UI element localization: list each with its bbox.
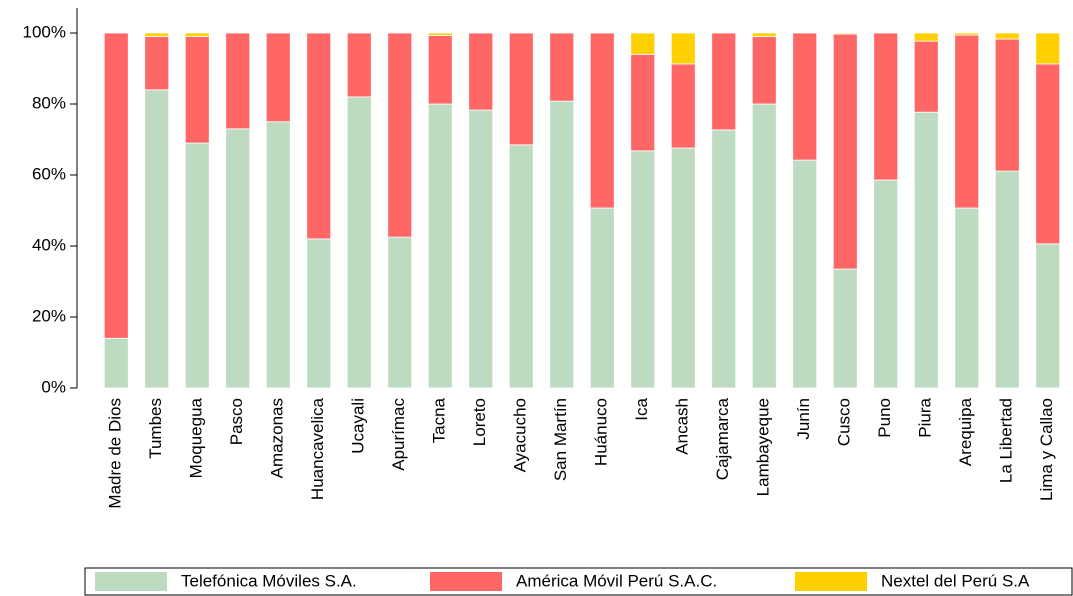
x-tick-label: Apurímac [389, 398, 408, 471]
x-tick-label: Lambayeque [754, 398, 773, 496]
bar-segment [670, 63, 696, 149]
x-tick-label: Ayacucho [511, 398, 530, 472]
bar-segment [225, 32, 251, 130]
bar-segment [265, 32, 291, 123]
bar-segment [144, 89, 170, 389]
x-tick-label: Puno [875, 398, 894, 438]
bar-segment [1035, 32, 1061, 65]
bar-segment [832, 268, 858, 389]
bar-segment [468, 32, 494, 111]
x-tick-label: Pasco [227, 398, 246, 445]
bar-segment [589, 207, 615, 389]
bar-segment [427, 35, 453, 105]
x-tick-label: Amazonas [268, 398, 287, 478]
x-tick-label: Cajamarca [713, 397, 732, 480]
x-tick-label: Tacna [430, 397, 449, 443]
x-tick-label: Lima y Callao [1037, 398, 1056, 501]
x-tick-label: Huánuco [592, 398, 611, 466]
y-tick-label: 60% [32, 164, 66, 183]
bar-segment [751, 103, 777, 389]
bar-segment [954, 32, 980, 36]
y-tick-label: 0% [41, 377, 66, 396]
bar-segment [913, 40, 939, 113]
bar-segment [549, 100, 575, 389]
bar-segment [630, 32, 656, 55]
bar-segment [306, 32, 332, 240]
bar-segment [913, 111, 939, 389]
bar-segment [1035, 243, 1061, 389]
bar-segment [427, 103, 453, 389]
bar-segment [670, 32, 696, 65]
bar-segment [792, 32, 818, 161]
x-tick-label: Arequipa [956, 397, 975, 466]
bar-segment [549, 32, 575, 102]
legend-swatch [430, 572, 502, 591]
bar-segment [225, 128, 251, 389]
x-tick-label: Moquegua [187, 397, 206, 478]
bar-segment [589, 32, 615, 209]
bar-segment [184, 36, 210, 144]
x-tick-label: Ucayali [349, 398, 368, 454]
x-tick-label: Madre de Dios [106, 398, 125, 509]
bar-segment [670, 147, 696, 389]
legend-swatch [795, 572, 867, 591]
bar-segment [103, 32, 129, 339]
bar-segment [751, 32, 777, 37]
legend-label: América Móvil Perú S.A.C. [516, 571, 717, 590]
bar-segment [994, 170, 1020, 389]
bar-segment [630, 150, 656, 389]
bar-segment [954, 207, 980, 389]
x-tick-label: Ica [632, 397, 651, 420]
bar-segment [832, 33, 858, 270]
bar-segment [994, 38, 1020, 172]
y-tick-label: 20% [32, 306, 66, 325]
x-tick-label: San Martín [551, 398, 570, 481]
bar-segment [508, 32, 534, 146]
y-tick-label: 40% [32, 235, 66, 254]
bar-segment [144, 32, 170, 37]
bar-segment [184, 142, 210, 389]
bar-segment [427, 32, 453, 36]
x-tick-label: Loreto [470, 398, 489, 446]
x-tick-label: La Libertad [997, 398, 1016, 483]
legend-label: Telefónica Móviles S.A. [181, 571, 357, 590]
legend-swatch [95, 572, 167, 591]
bar-segment [751, 36, 777, 105]
x-tick-label: Piura [916, 397, 935, 437]
bar-segment [711, 129, 737, 389]
bar-segment [508, 144, 534, 389]
bar-segment [184, 32, 210, 37]
bar-segment [306, 238, 332, 389]
x-tick-label: Cusco [835, 398, 854, 446]
bar-segment [144, 36, 170, 91]
bar-segment [468, 109, 494, 389]
x-tick-label: Huancavelica [308, 397, 327, 500]
bar-segment [387, 236, 413, 389]
bar-segment [873, 32, 899, 181]
bar-segment [913, 32, 939, 42]
legend-box [84, 567, 1073, 596]
x-tick-label: Ancash [673, 398, 692, 455]
bar-segment [711, 32, 737, 131]
bar-segment [994, 32, 1020, 40]
bar-segment [792, 159, 818, 389]
x-tick-label: Junín [794, 398, 813, 440]
y-tick-label: 80% [32, 93, 66, 112]
bar-segment [873, 179, 899, 389]
legend-label: Nextel del Perú S.A [881, 571, 1030, 590]
bar-segment [346, 96, 372, 389]
bar-segment [954, 34, 980, 209]
bar-segment [387, 32, 413, 238]
x-tick-label: Tumbes [146, 398, 165, 459]
bar-segment [346, 32, 372, 98]
bar-segment [265, 121, 291, 389]
bar-segment [630, 53, 656, 152]
bar-segment [832, 32, 858, 35]
bar-segment [1035, 63, 1061, 245]
y-tick-label: 100% [23, 22, 66, 41]
bar-segment [103, 337, 129, 389]
